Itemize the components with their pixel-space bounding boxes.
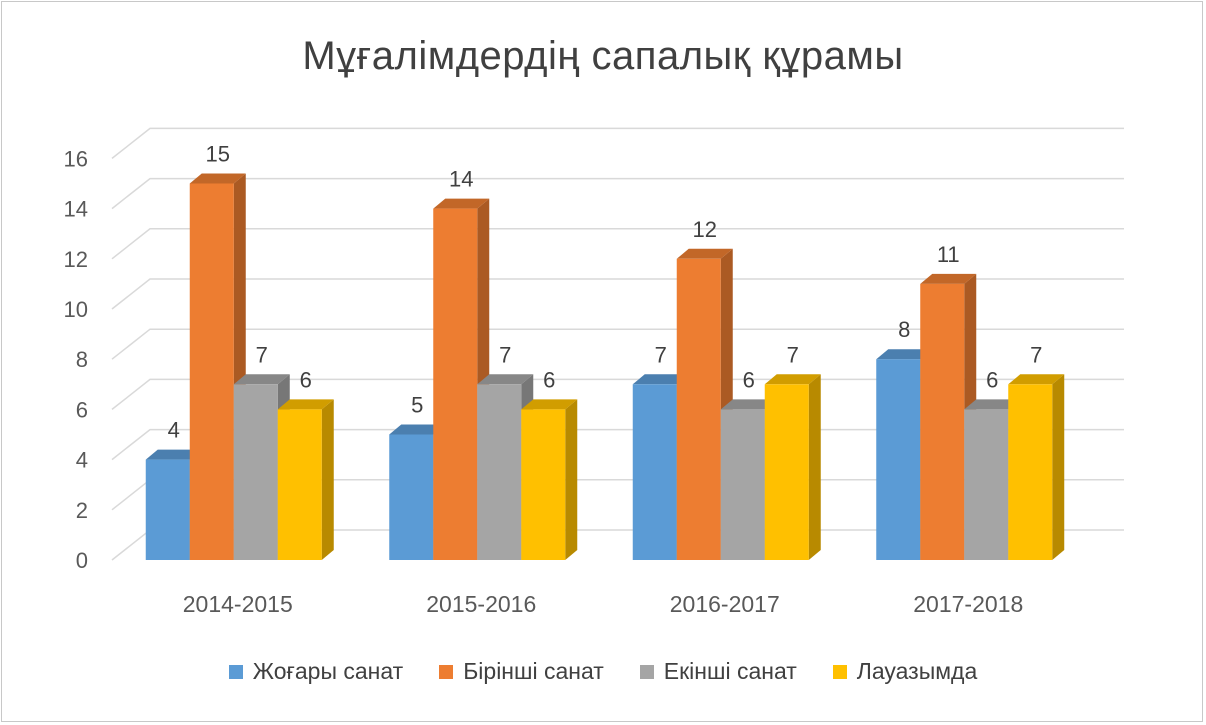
legend-label: Бірінші санат bbox=[463, 658, 604, 684]
y-tick-label: 10 bbox=[64, 297, 88, 322]
legend-swatch bbox=[832, 664, 847, 679]
legend-label: Екінші санат bbox=[663, 658, 797, 684]
y-tick-label: 16 bbox=[64, 146, 88, 171]
gridline bbox=[111, 328, 1124, 360]
bar-4-2015-2016 bbox=[521, 399, 578, 560]
y-tick-label: 14 bbox=[64, 197, 88, 222]
legend-label: Жоғары санат bbox=[252, 658, 404, 684]
data-label: 8 bbox=[898, 317, 910, 342]
chart-title: Мұғалімдердің сапалық құрамы bbox=[302, 34, 904, 78]
gridline bbox=[111, 278, 1124, 310]
x-axis-ticks: 2014-2015 2015-2016 2016-2017 2017-2018 bbox=[183, 591, 1024, 617]
data-label: 15 bbox=[206, 142, 230, 167]
data-label: 6 bbox=[543, 367, 555, 392]
x-tick-label: 2014-2015 bbox=[183, 591, 293, 617]
y-tick-label: 8 bbox=[76, 347, 88, 372]
legend-swatch bbox=[228, 664, 243, 679]
gridline bbox=[111, 228, 1124, 260]
legend-item: Жоғары санат bbox=[228, 658, 404, 685]
bar-4-2016-2017 bbox=[764, 374, 821, 560]
data-label: 7 bbox=[787, 342, 799, 367]
data-label: 7 bbox=[256, 342, 268, 367]
legend-swatch bbox=[639, 664, 654, 679]
data-label: 6 bbox=[300, 367, 312, 392]
data-label: 14 bbox=[449, 167, 473, 192]
data-label: 6 bbox=[986, 367, 998, 392]
y-tick-label: 4 bbox=[76, 448, 88, 473]
data-label: 7 bbox=[655, 342, 667, 367]
gridline bbox=[111, 177, 1124, 210]
gridline bbox=[111, 127, 1124, 159]
bar-4-2014-2015 bbox=[277, 399, 334, 560]
data-label: 5 bbox=[411, 393, 423, 418]
y-axis-ticks: 0 2 4 6 8 10 12 14 16 bbox=[64, 146, 88, 573]
legend-label: Лауазымда bbox=[856, 658, 978, 684]
data-label: 11 bbox=[937, 242, 960, 267]
y-tick-label: 0 bbox=[76, 548, 88, 573]
data-label: 7 bbox=[1030, 342, 1042, 367]
bar-2-2014-2015 bbox=[189, 173, 246, 560]
x-tick-label: 2017-2018 bbox=[913, 591, 1023, 617]
legend-swatch bbox=[439, 664, 454, 679]
y-tick-label: 2 bbox=[76, 498, 88, 523]
x-tick-label: 2016-2017 bbox=[670, 591, 780, 617]
data-label: 6 bbox=[743, 367, 755, 392]
data-label: 12 bbox=[693, 217, 717, 242]
legend-item: Бірінші санат bbox=[439, 658, 604, 685]
legend-item: Лауазымда bbox=[832, 658, 978, 685]
data-labels: 4 15 7 6 5 14 7 6 7 12 6 7 8 11 6 7 bbox=[168, 142, 1043, 443]
x-tick-label: 2015-2016 bbox=[426, 591, 536, 617]
legend: Жоғары санат Бірінші санат Екінші санат Лау… bbox=[0, 658, 1206, 685]
bars bbox=[145, 173, 1065, 561]
legend-item: Екінші санат bbox=[639, 658, 797, 685]
y-tick-label: 12 bbox=[64, 247, 88, 272]
y-tick-label: 6 bbox=[76, 397, 88, 422]
data-label: 4 bbox=[168, 418, 180, 443]
bar-4-2017-2018 bbox=[1008, 374, 1065, 560]
data-label: 7 bbox=[499, 342, 511, 367]
